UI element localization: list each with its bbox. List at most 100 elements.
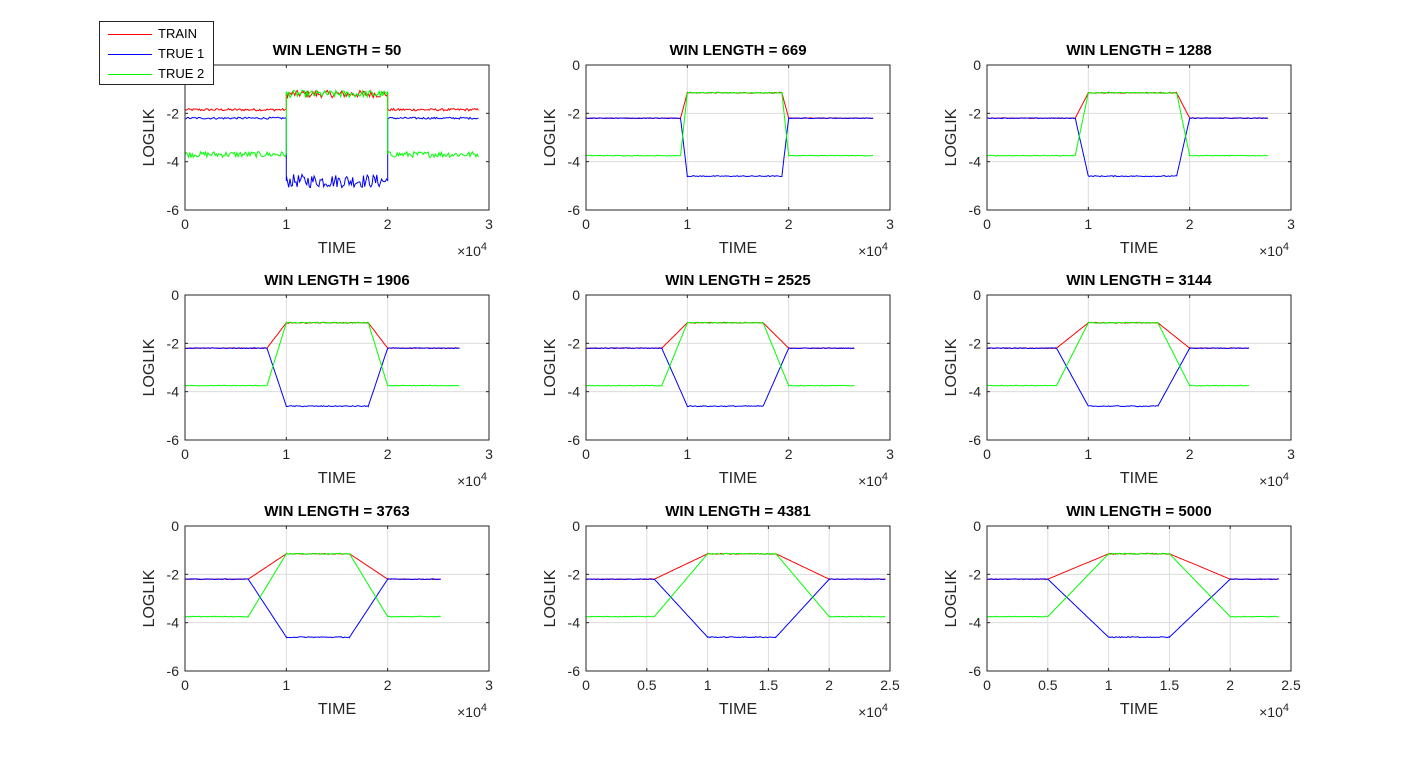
subplot-2: 0 1 2 3 -6 -4 -2 0 WIN LENGTH = 669 TIME LOGLIK ×10… [542, 42, 894, 259]
y-tick-label: -4 [167, 615, 180, 631]
plot-area [185, 65, 489, 210]
x-tick-label: 3 [1287, 446, 1295, 462]
subplot-9: 0 0.5 1 1.5 2 2.5 -6 -4 -2 0 WIN LENGTH = 5000 TIME… [943, 503, 1301, 720]
x-axis-label: TIME [719, 701, 757, 718]
x-tick-label: 0 [582, 446, 590, 462]
x-tick-label: 1 [1084, 446, 1092, 462]
x-exponent-label: ×104 [1259, 241, 1289, 259]
axes-box [986, 64, 1292, 211]
x-tick-label: 1.5 [1160, 677, 1180, 693]
plot-area [987, 65, 1291, 210]
x-axis-label: TIME [318, 701, 356, 718]
axes-box [184, 294, 490, 441]
x-exponent-label: ×104 [457, 702, 487, 720]
x-tick-label: 3 [1287, 216, 1295, 232]
x-tick-label: 1 [683, 446, 691, 462]
plot-area [586, 526, 890, 671]
y-tick-label: -2 [969, 335, 982, 351]
series-line-true-2 [986, 321, 1250, 387]
axes-box [184, 525, 490, 672]
y-tick-label: 0 [572, 518, 580, 534]
x-tick-label: 0 [983, 446, 991, 462]
x-axis-label: TIME [318, 470, 356, 487]
y-tick-label: 0 [973, 518, 981, 534]
series-line-true-1 [987, 578, 1279, 639]
y-axis-label: LOGLIK [542, 569, 559, 627]
legend-swatch-train [108, 34, 152, 35]
x-exponent-power: 4 [882, 241, 888, 253]
legend-swatch-true-2 [108, 74, 152, 75]
x-tick-label: 1 [282, 677, 290, 693]
x-tick-label: 2 [1226, 677, 1234, 693]
subplot-title: WIN LENGTH = 3763 [264, 503, 409, 520]
y-tick-label: -6 [969, 202, 982, 218]
x-tick-label: 0 [983, 216, 991, 232]
x-exponent-label: ×104 [1259, 471, 1289, 489]
y-tick-label: -4 [167, 384, 180, 400]
plot-area [987, 295, 1291, 440]
subplot-6: 0 1 2 3 -6 -4 -2 0 WIN LENGTH = 3144 TIME LOGLIK ×1… [943, 272, 1295, 489]
x-exponent-power: 4 [481, 471, 487, 483]
subplot-title: WIN LENGTH = 1288 [1066, 42, 1211, 59]
x-tick-label: 2 [785, 446, 793, 462]
axes-box [184, 64, 490, 211]
y-axis-label: LOGLIK [943, 338, 960, 396]
legend-label-train: TRAIN [158, 26, 197, 41]
series-line-true-1 [585, 116, 874, 178]
series-line-true-2 [184, 551, 441, 619]
x-exponent-base: ×10 [858, 704, 882, 720]
x-tick-label: 0 [983, 677, 991, 693]
y-tick-label: -2 [167, 335, 180, 351]
series-line-true-1 [585, 347, 855, 408]
x-exponent-label: ×104 [1259, 702, 1289, 720]
y-tick-label: -4 [969, 154, 982, 170]
y-tick-label: -2 [568, 335, 581, 351]
series-line-true-1 [184, 577, 441, 639]
x-exponent-power: 4 [481, 702, 487, 714]
x-exponent-base: ×10 [457, 704, 481, 720]
x-exponent-label: ×104 [858, 702, 888, 720]
x-tick-label: 0 [181, 446, 189, 462]
x-axis-label: TIME [1120, 470, 1158, 487]
y-tick-label: -4 [969, 384, 982, 400]
y-tick-label: -6 [568, 663, 581, 679]
subplot-title: WIN LENGTH = 3144 [1066, 272, 1212, 289]
y-tick-label: 0 [171, 518, 179, 534]
x-tick-label: 1.5 [759, 677, 779, 693]
subplot-title: WIN LENGTH = 4381 [665, 503, 810, 520]
y-tick-label: 0 [973, 57, 981, 73]
y-tick-label: -6 [969, 663, 982, 679]
series-line-true-2 [986, 91, 1268, 157]
x-tick-label: 2 [384, 216, 392, 232]
y-tick-label: -6 [568, 432, 581, 448]
y-tick-label: 0 [973, 287, 981, 303]
x-axis-label: TIME [1120, 240, 1158, 257]
y-tick-label: -6 [568, 202, 581, 218]
series-line-true-1 [986, 117, 1268, 178]
axes-box [986, 294, 1292, 441]
x-axis-label: TIME [719, 470, 757, 487]
x-tick-label: 0 [582, 677, 590, 693]
legend-label-true-1: TRUE 1 [158, 46, 205, 61]
legend-item-true-2: TRUE 2 [100, 64, 213, 84]
series-line-true-2 [585, 321, 855, 387]
x-tick-label: 2 [1186, 216, 1194, 232]
x-exponent-power: 4 [882, 471, 888, 483]
series-line-true-1 [585, 577, 886, 639]
subplot-title: WIN LENGTH = 1906 [264, 272, 409, 289]
y-tick-label: 0 [572, 57, 580, 73]
x-exponent-base: ×10 [1259, 473, 1283, 489]
legend-item-train: TRAIN [100, 24, 213, 44]
y-tick-label: 0 [171, 287, 179, 303]
x-exponent-power: 4 [882, 702, 888, 714]
x-tick-label: 1 [1105, 677, 1113, 693]
x-tick-label: 1 [683, 216, 691, 232]
series-line-true-1 [184, 116, 479, 189]
series-line-true-2 [585, 552, 886, 618]
series-line-true-2 [986, 552, 1279, 618]
x-axis-label: TIME [1120, 701, 1158, 718]
x-tick-label: 1 [282, 446, 290, 462]
y-axis-label: LOGLIK [141, 569, 158, 627]
plot-area [987, 526, 1291, 671]
x-exponent-base: ×10 [858, 243, 882, 259]
